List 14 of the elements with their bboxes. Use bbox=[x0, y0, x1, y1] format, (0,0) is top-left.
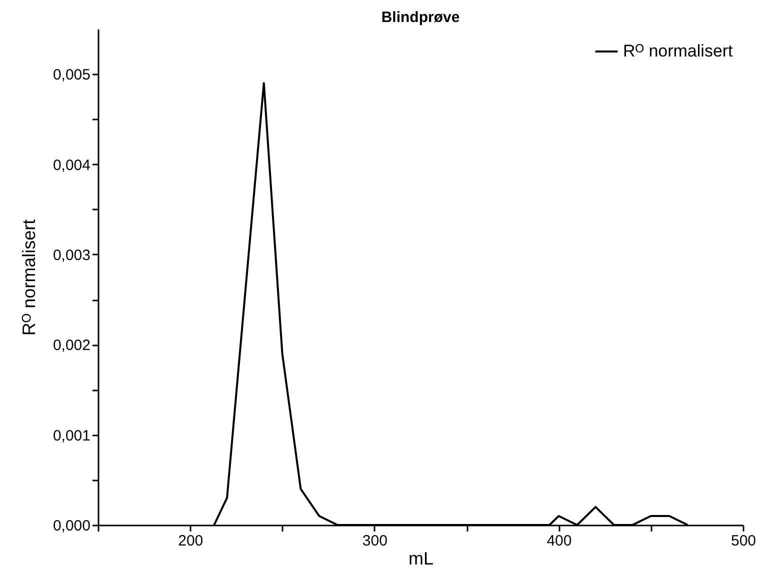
y-tick-label: 0,003 bbox=[52, 246, 90, 264]
y-tick-label: 0,002 bbox=[52, 337, 90, 354]
y-tick-label: 0,001 bbox=[52, 427, 90, 444]
y-tick-label: 0,004 bbox=[52, 156, 90, 174]
x-axis-title: mL bbox=[408, 548, 434, 568]
x-tick-label: 500 bbox=[730, 532, 756, 550]
chart-title: Blindprøve bbox=[381, 9, 460, 26]
x-tick-label: 300 bbox=[362, 532, 388, 550]
legend-label: Rᴼ normalisert bbox=[623, 42, 734, 60]
x-tick-label: 200 bbox=[178, 532, 204, 550]
x-tick-label: 400 bbox=[546, 532, 572, 550]
y-tick-label: 0,000 bbox=[52, 518, 90, 534]
y-tick-label: 0,005 bbox=[52, 66, 90, 84]
y-axis-title: Rᴼ normalisert bbox=[18, 219, 39, 336]
